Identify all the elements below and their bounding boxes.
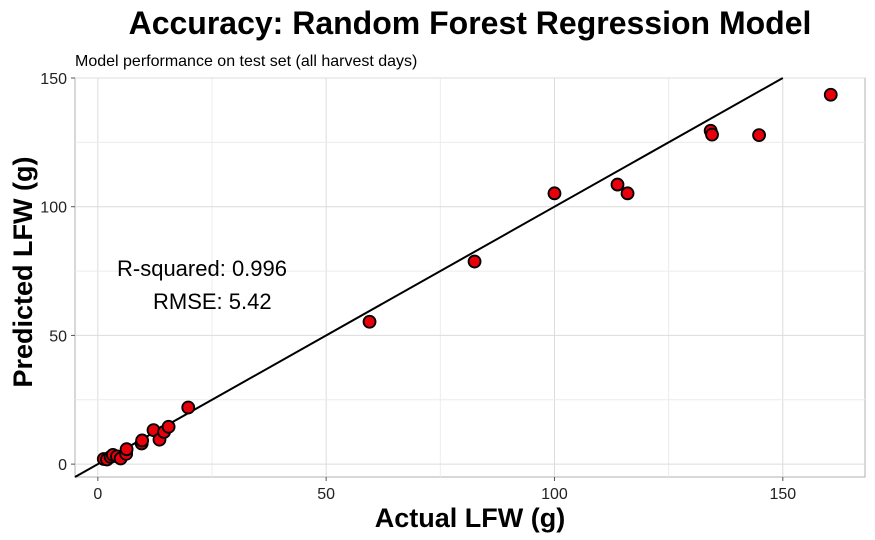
y-axis-ticks: 0 50 100 150: [40, 71, 75, 474]
data-point: [610, 177, 625, 192]
data-point: [161, 419, 176, 434]
x-tick-label: 150: [769, 486, 796, 503]
grid-lines: [75, 77, 865, 477]
y-tick-label: 100: [40, 200, 67, 217]
data-point: [705, 127, 719, 142]
data-point: [620, 186, 635, 201]
data-points: [96, 87, 838, 467]
x-axis-title: Actual LFW (g): [375, 503, 565, 533]
data-point: [181, 400, 196, 415]
plot-background: [74, 77, 866, 478]
x-axis-ticks: 0 50 100 150: [93, 477, 796, 503]
y-tick-label: 150: [40, 71, 67, 88]
x-tick-label: 50: [317, 486, 335, 503]
data-point: [135, 433, 150, 448]
data-point: [547, 186, 562, 201]
chart-subtitle: Model performance on test set (all harve…: [75, 53, 417, 70]
r-squared-annotation: R-squared: 0.996: [117, 256, 287, 281]
x-tick-label: 100: [541, 486, 568, 503]
plot-area: [74, 77, 866, 478]
data-point: [752, 128, 766, 143]
data-point: [823, 87, 838, 102]
data-point: [362, 314, 377, 329]
y-tick-label: 0: [58, 457, 67, 474]
data-point: [467, 254, 482, 269]
chart-title: Accuracy: Random Forest Regression Model: [129, 5, 812, 41]
y-axis-title: Predicted LFW (g): [8, 157, 38, 388]
rmse-annotation: RMSE: 5.42: [153, 289, 272, 314]
data-point: [119, 442, 134, 457]
x-tick-label: 0: [93, 486, 102, 503]
y-tick-label: 50: [49, 328, 67, 345]
